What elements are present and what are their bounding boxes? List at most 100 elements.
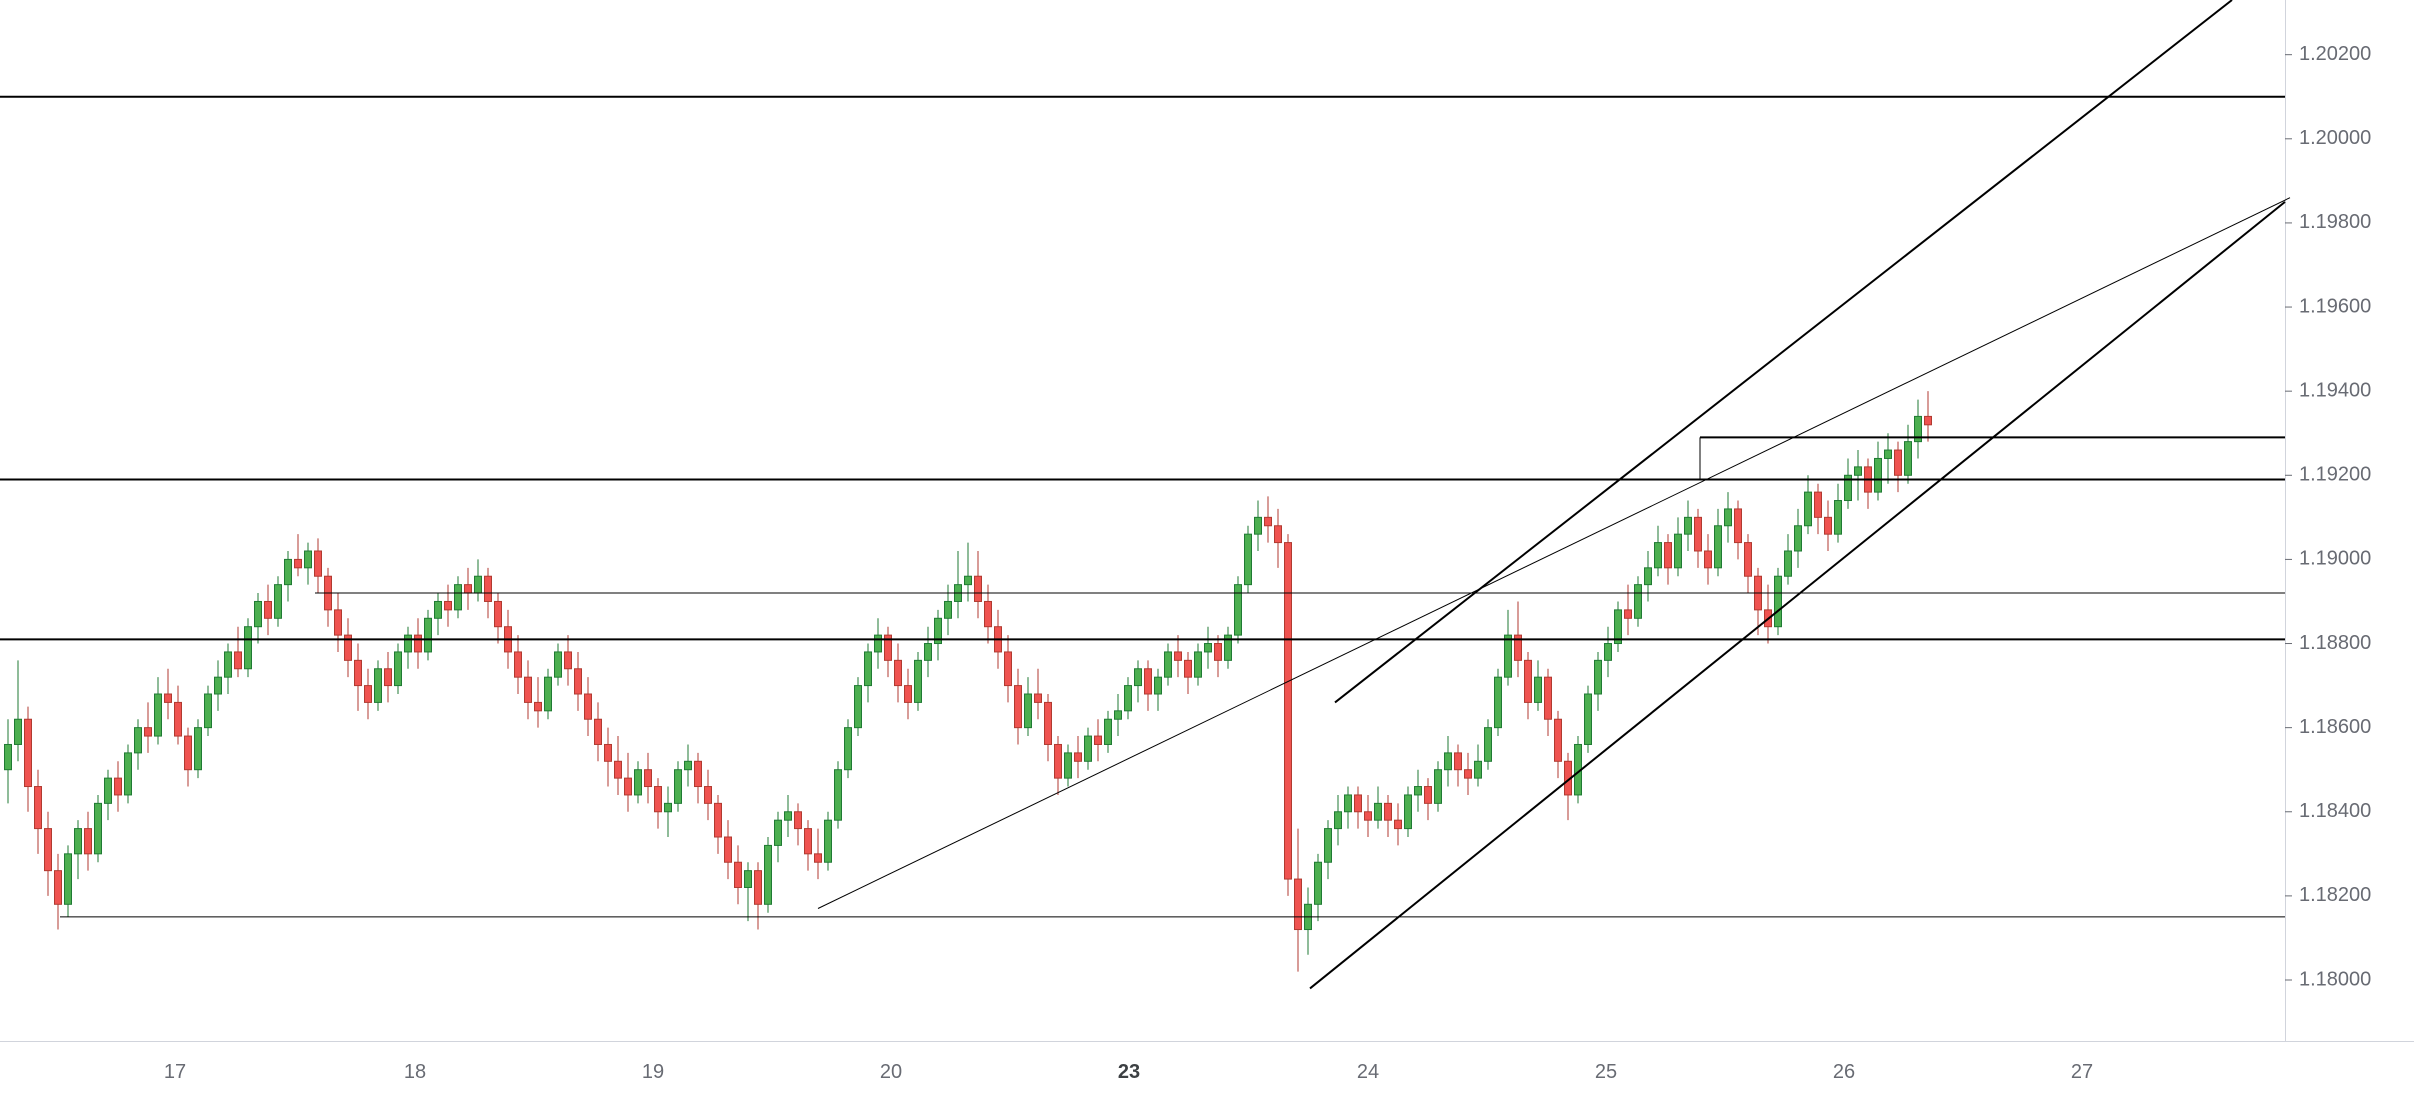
candle-body bbox=[1624, 609, 1632, 619]
candle bbox=[1734, 500, 1742, 560]
candle bbox=[14, 660, 22, 762]
trend-line[interactable] bbox=[817, 197, 2291, 909]
candle bbox=[1674, 517, 1682, 577]
candle-body bbox=[764, 844, 772, 905]
candle bbox=[284, 550, 292, 602]
price-axis[interactable]: 1.20200 1.20000 1.19800 1.19600 1.19400 1.192… bbox=[2285, 43, 2371, 990]
candle-body bbox=[1784, 550, 1792, 577]
candle-body bbox=[1204, 643, 1212, 653]
candle bbox=[1304, 887, 1312, 955]
candle-body bbox=[854, 685, 862, 729]
candle bbox=[1894, 441, 1902, 493]
candle bbox=[1704, 534, 1712, 585]
price-axis-label: 1.19600 bbox=[2299, 295, 2371, 317]
candle-body bbox=[234, 651, 242, 670]
candle-body bbox=[554, 651, 562, 678]
candle bbox=[454, 576, 462, 619]
candle-body bbox=[804, 828, 812, 855]
candle-body bbox=[1424, 786, 1432, 804]
candle bbox=[924, 626, 932, 678]
candle-body bbox=[1274, 525, 1282, 544]
candle-body bbox=[1034, 693, 1042, 703]
time-axis-label: 25 bbox=[1595, 1061, 1617, 1083]
candle-body bbox=[4, 743, 12, 771]
candle bbox=[1034, 668, 1042, 720]
time-axis[interactable]: 17 18 19 20 23 24 25 26 27 bbox=[164, 1061, 2093, 1083]
candle-body bbox=[894, 659, 902, 687]
candle bbox=[1044, 694, 1052, 762]
candle-body bbox=[84, 828, 92, 855]
candle bbox=[824, 811, 832, 871]
candle-body bbox=[864, 651, 872, 687]
candle bbox=[764, 837, 772, 913]
candle-body bbox=[1894, 449, 1902, 476]
candle bbox=[474, 559, 482, 602]
candle-body bbox=[114, 777, 122, 796]
candle-body bbox=[1504, 634, 1512, 678]
candle-body bbox=[574, 668, 582, 695]
candle bbox=[684, 744, 692, 787]
price-axis-label: 1.19000 bbox=[2299, 548, 2371, 570]
candle bbox=[1824, 500, 1832, 551]
candle bbox=[1384, 794, 1392, 838]
candle-body bbox=[1404, 794, 1412, 830]
candle-body bbox=[564, 651, 572, 670]
candle bbox=[1474, 744, 1482, 787]
candle bbox=[1664, 534, 1672, 585]
candle-body bbox=[64, 853, 72, 905]
candle bbox=[364, 668, 372, 720]
candle-body bbox=[1054, 743, 1062, 779]
candle bbox=[444, 584, 452, 627]
candle bbox=[1314, 853, 1322, 922]
candle bbox=[1714, 508, 1722, 577]
candle bbox=[294, 534, 302, 577]
candle-body bbox=[164, 693, 172, 703]
candle bbox=[254, 593, 262, 644]
candle-body bbox=[54, 870, 62, 905]
candle-body bbox=[1694, 516, 1702, 552]
candle bbox=[1344, 786, 1352, 829]
candle bbox=[214, 660, 222, 711]
candle-body bbox=[1144, 668, 1152, 695]
candle bbox=[1264, 496, 1272, 543]
candle-body bbox=[1134, 668, 1142, 687]
candle bbox=[1064, 744, 1072, 787]
candle bbox=[74, 820, 82, 880]
candle bbox=[94, 794, 102, 863]
candle-body bbox=[824, 819, 832, 863]
candle bbox=[1374, 786, 1382, 829]
candle bbox=[184, 727, 192, 787]
candle bbox=[1434, 761, 1442, 812]
trend-line[interactable] bbox=[1334, 0, 2233, 704]
candle bbox=[524, 660, 532, 720]
candle-body bbox=[1664, 542, 1672, 569]
candle bbox=[984, 584, 992, 644]
candle-body bbox=[1074, 752, 1082, 762]
candle bbox=[964, 542, 972, 602]
candle bbox=[1084, 727, 1092, 770]
trend-line[interactable] bbox=[1309, 201, 2286, 990]
candle bbox=[1204, 626, 1212, 669]
candle-body bbox=[1294, 878, 1302, 931]
candle-body bbox=[1324, 828, 1332, 863]
candle-body bbox=[1154, 676, 1162, 695]
candle bbox=[1414, 769, 1422, 812]
candle-body bbox=[1314, 861, 1322, 905]
candle-body bbox=[684, 760, 692, 771]
candle bbox=[174, 685, 182, 745]
candle-body bbox=[1374, 802, 1382, 821]
candle bbox=[1684, 500, 1692, 551]
candle bbox=[1504, 609, 1512, 686]
candle-body bbox=[1584, 693, 1592, 745]
candle bbox=[1604, 626, 1612, 678]
candle bbox=[1424, 778, 1432, 821]
candle-body bbox=[1444, 752, 1452, 771]
candle-body bbox=[224, 651, 232, 678]
candle-body bbox=[1244, 533, 1252, 586]
candle bbox=[604, 727, 612, 787]
candle-body bbox=[1884, 449, 1892, 459]
candle-body bbox=[94, 802, 102, 855]
candle bbox=[904, 668, 912, 720]
candle-body bbox=[1384, 802, 1392, 821]
